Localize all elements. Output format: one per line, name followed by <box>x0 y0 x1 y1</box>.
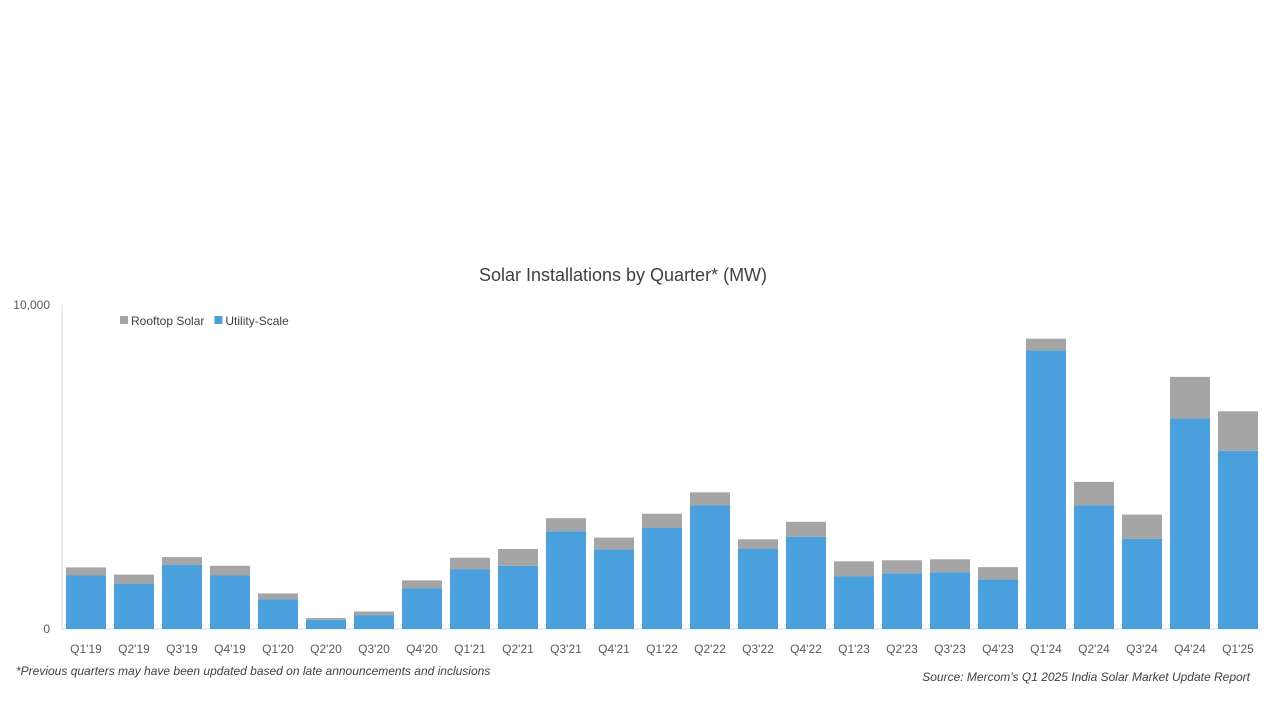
bar-rooftop-solar <box>162 557 202 565</box>
source-note: Source: Mercom's Q1 2025 India Solar Mar… <box>922 670 1250 684</box>
x-tick-label: Q3'21 <box>550 642 582 656</box>
x-tick-label: Q3'20 <box>358 642 390 656</box>
bar-utility-scale <box>882 573 922 629</box>
bar-utility-scale <box>1170 418 1210 629</box>
bar-rooftop-solar <box>642 513 682 528</box>
legend-label-rooftop-solar: Rooftop Solar <box>131 314 204 328</box>
bar-utility-scale <box>978 579 1018 629</box>
bar-utility-scale <box>1122 538 1162 629</box>
x-tick-label: Q4'21 <box>598 642 630 656</box>
bar-rooftop-solar <box>354 611 394 616</box>
bar-rooftop-solar <box>1122 514 1162 539</box>
legend-swatch-rooftop-solar <box>120 316 128 324</box>
bar-rooftop-solar <box>930 559 970 573</box>
x-tick-label: Q1'21 <box>454 642 486 656</box>
bar-rooftop-solar <box>402 580 442 589</box>
bar-utility-scale <box>402 588 442 629</box>
x-tick-label: Q1'22 <box>646 642 678 656</box>
bar-rooftop-solar <box>834 561 874 577</box>
bars <box>66 338 1258 629</box>
footnote: *Previous quarters may have been updated… <box>16 664 491 678</box>
bar-rooftop-solar <box>66 567 106 576</box>
bar-utility-scale <box>66 575 106 629</box>
bar-rooftop-solar <box>882 560 922 574</box>
bar-rooftop-solar <box>498 549 538 566</box>
bar-rooftop-solar <box>786 521 826 537</box>
bar-utility-scale <box>498 565 538 629</box>
bar-utility-scale <box>114 583 154 629</box>
bar-utility-scale <box>834 576 874 629</box>
x-tick-label: Q3'23 <box>934 642 966 656</box>
bar-rooftop-solar <box>306 618 346 620</box>
bar-utility-scale <box>162 564 202 629</box>
bar-rooftop-solar <box>258 593 298 600</box>
bar-utility-scale <box>210 575 250 629</box>
x-tick-label: Q4'19 <box>214 642 246 656</box>
x-tick-label: Q4'23 <box>982 642 1014 656</box>
bar-rooftop-solar <box>546 518 586 532</box>
bar-utility-scale <box>354 615 394 629</box>
bar-rooftop-solar <box>1170 376 1210 419</box>
x-tick-label: Q3'24 <box>1126 642 1158 656</box>
x-tick-label: Q2'21 <box>502 642 534 656</box>
bar-rooftop-solar <box>738 539 778 549</box>
bar-rooftop-solar <box>210 565 250 576</box>
bar-utility-scale <box>594 549 634 629</box>
x-tick-label: Q1'23 <box>838 642 870 656</box>
x-tick-label: Q2'22 <box>694 642 726 656</box>
x-tick-label: Q1'20 <box>262 642 294 656</box>
x-tick-label: Q2'19 <box>118 642 150 656</box>
bar-utility-scale <box>930 572 970 629</box>
bar-utility-scale <box>1218 450 1258 629</box>
x-tick-label: Q2'24 <box>1078 642 1110 656</box>
x-tick-label: Q4'24 <box>1174 642 1206 656</box>
bar-utility-scale <box>258 599 298 629</box>
x-tick-label: Q4'20 <box>406 642 438 656</box>
x-tick-label: Q2'20 <box>310 642 342 656</box>
bar-rooftop-solar <box>690 492 730 506</box>
bar-rooftop-solar <box>1218 411 1258 451</box>
legend-swatch-utility-scale <box>214 316 223 324</box>
bar-rooftop-solar <box>450 557 490 569</box>
legend-label-utility-scale: Utility-Scale <box>225 314 289 328</box>
bar-utility-scale <box>1074 505 1114 629</box>
x-tick-labels: Q1'19 Q2'19 Q3'19 Q4'19 Q1'20 Q2'20 Q3'20 Q4'20… <box>70 642 1254 656</box>
bar-utility-scale <box>546 531 586 629</box>
x-tick-label: Q3'19 <box>166 642 198 656</box>
bar-utility-scale <box>738 548 778 629</box>
bar-utility-scale <box>690 505 730 629</box>
x-tick-label: Q1'24 <box>1030 642 1062 656</box>
bar-utility-scale <box>786 536 826 629</box>
x-tick-label: Q1'25 <box>1222 642 1254 656</box>
y-tick-label: 10,000 <box>13 298 50 312</box>
bar-rooftop-solar <box>1074 481 1114 506</box>
y-tick-label: 0 <box>43 622 50 636</box>
bar-rooftop-solar <box>114 574 154 584</box>
x-tick-label: Q3'22 <box>742 642 774 656</box>
bar-rooftop-solar <box>1026 338 1066 351</box>
bar-utility-scale <box>642 527 682 629</box>
bar-utility-scale <box>1026 350 1066 629</box>
y-tick-labels: 0 10,000 <box>13 298 50 636</box>
x-tick-label: Q2'23 <box>886 642 918 656</box>
bar-utility-scale <box>450 569 490 629</box>
bar-utility-scale <box>306 619 346 629</box>
x-tick-label: Q4'22 <box>790 642 822 656</box>
legend: Rooftop Solar Utility-Scale <box>120 314 289 328</box>
bar-rooftop-solar <box>594 537 634 550</box>
chart-title: Solar Installations by Quarter* (MW) <box>479 265 767 285</box>
x-tick-label: Q1'19 <box>70 642 102 656</box>
bar-rooftop-solar <box>978 567 1018 580</box>
